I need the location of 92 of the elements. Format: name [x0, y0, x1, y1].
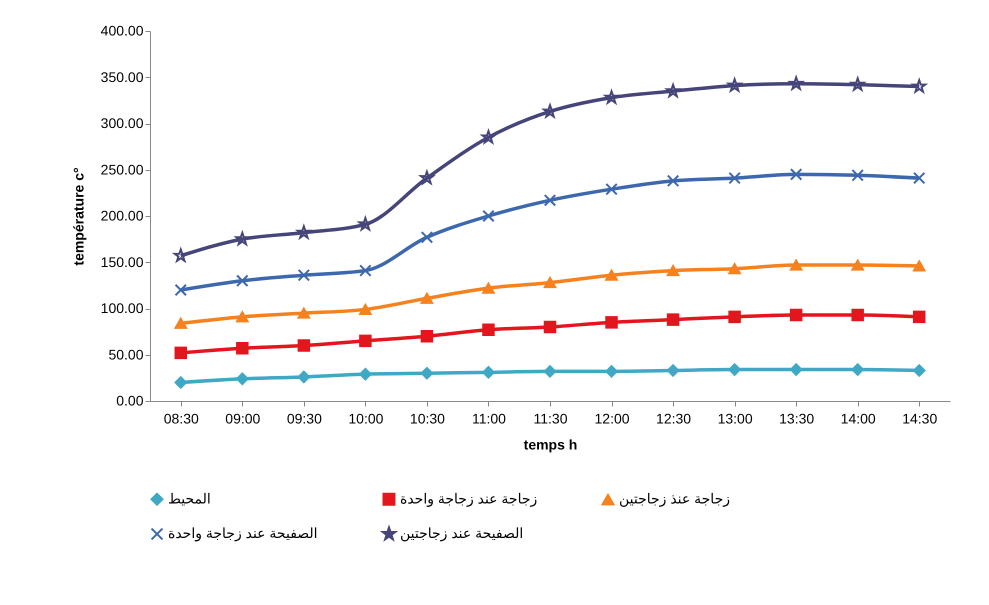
- x-tick-label: 14:30: [902, 410, 938, 426]
- y-tick-label: 100.00: [100, 300, 144, 316]
- point: [666, 364, 680, 377]
- point: [236, 274, 249, 287]
- point: [544, 365, 556, 378]
- point: [420, 292, 434, 304]
- point: [605, 365, 618, 378]
- point: [666, 265, 680, 276]
- point: [666, 84, 680, 98]
- point: [912, 79, 926, 93]
- x-tick-label: 10:00: [348, 410, 384, 426]
- y-tick-label: 200.00: [100, 208, 144, 224]
- point: [912, 172, 926, 184]
- y-axis-title: température c°: [70, 167, 87, 266]
- point: [359, 264, 372, 277]
- x-tick-label: 11:30: [534, 410, 568, 426]
- point: [728, 263, 741, 274]
- point: [666, 313, 680, 326]
- x-tick-label: 08:30: [164, 410, 199, 426]
- legend-label: الصفيحة عند زجاجتين: [400, 525, 524, 542]
- point: [544, 194, 556, 207]
- point: [728, 172, 741, 184]
- point: [790, 308, 802, 322]
- point: [298, 339, 310, 352]
- x-tick-label: 09:30: [286, 410, 322, 426]
- point: [236, 372, 249, 386]
- point: [420, 170, 434, 184]
- point: [174, 318, 188, 329]
- point: [666, 174, 680, 188]
- point: [728, 78, 742, 92]
- point: [235, 232, 250, 246]
- point: [850, 77, 865, 91]
- point: [482, 366, 495, 379]
- y-tick-label: 0.00: [116, 392, 144, 408]
- point: [912, 310, 926, 324]
- point: [851, 308, 864, 322]
- point: [298, 308, 310, 319]
- legend-label: زجاجة عند زجاجة واحدة: [400, 490, 538, 508]
- point: [482, 324, 495, 336]
- point: [359, 304, 372, 315]
- point: [482, 282, 495, 294]
- point: [174, 284, 188, 296]
- point: [912, 364, 926, 377]
- x-tick-label: 10:30: [410, 410, 446, 426]
- x-tick-label: 11:00: [472, 410, 506, 426]
- point: [851, 259, 864, 271]
- point: [359, 334, 372, 348]
- y-tick-label: 300.00: [100, 115, 144, 131]
- x-tick-label: 09:00: [225, 410, 261, 426]
- point: [790, 168, 802, 181]
- point: [420, 367, 434, 380]
- y-tick-label: 400.00: [100, 22, 144, 38]
- legend-label: زجاجة عنذ زجاجتين: [619, 490, 730, 508]
- point: [543, 104, 557, 118]
- x-tick-label: 14:00: [840, 410, 876, 426]
- point: [604, 90, 619, 104]
- point: [174, 248, 188, 262]
- point: [174, 376, 188, 389]
- point: [790, 259, 802, 271]
- point: [790, 363, 802, 376]
- point: [912, 260, 926, 272]
- point: [298, 370, 310, 384]
- point: [482, 210, 495, 222]
- legend-label: المحيط: [168, 490, 211, 506]
- point: [851, 169, 864, 182]
- y-tick-label: 250.00: [100, 161, 144, 178]
- x-tick-label: 12:30: [656, 410, 692, 426]
- x-tick-label: 12:00: [594, 410, 630, 426]
- x-tick-label: 13:30: [779, 410, 814, 426]
- point: [174, 346, 188, 360]
- point: [544, 277, 556, 288]
- point: [789, 76, 804, 90]
- point: [605, 316, 618, 329]
- point: [728, 363, 741, 376]
- point: [420, 231, 434, 244]
- point: [296, 225, 311, 239]
- point: [605, 182, 618, 196]
- point: [298, 268, 310, 282]
- y-tick-label: 150.00: [100, 254, 144, 270]
- point: [236, 311, 249, 322]
- y-tick-label: 350.00: [100, 68, 144, 85]
- point: [236, 342, 249, 355]
- point: [851, 363, 864, 376]
- point: [544, 320, 556, 334]
- point: [728, 310, 741, 324]
- y-tick-label: 50.00: [108, 346, 144, 362]
- point: [605, 270, 618, 281]
- legend-label: الصفيحة عند زجاجة واحدة: [168, 525, 318, 542]
- point: [420, 330, 434, 342]
- x-tick-label: 13:00: [718, 410, 753, 426]
- point: [359, 368, 372, 380]
- x-axis-title: temps h: [524, 436, 578, 452]
